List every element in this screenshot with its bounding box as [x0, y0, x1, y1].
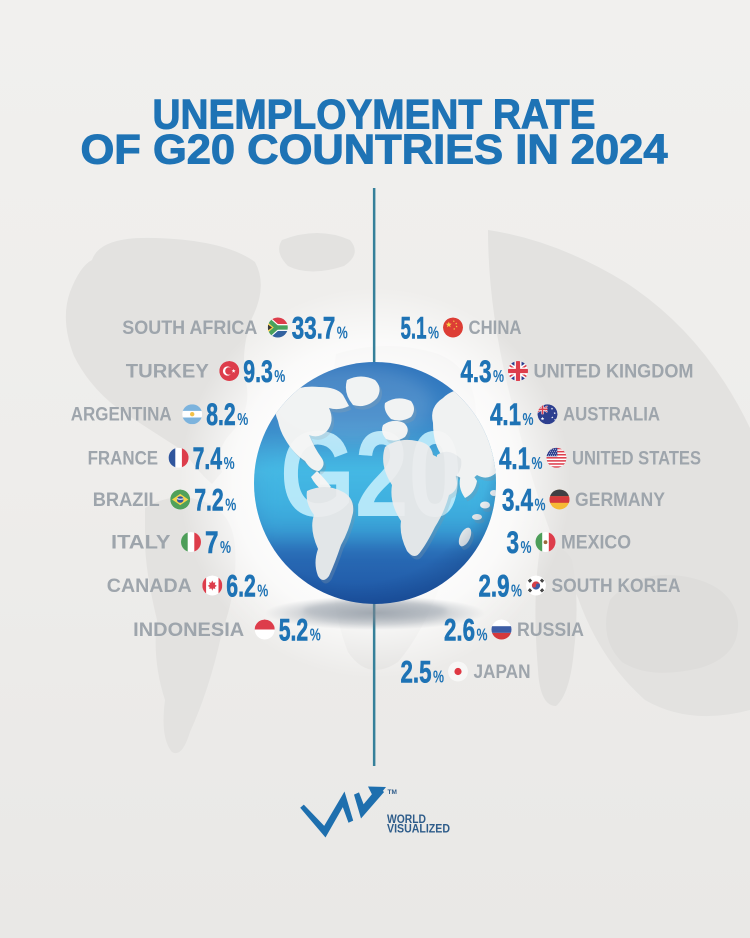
svg-text:ARGENTINA: ARGENTINA [71, 405, 172, 426]
svg-text:AUSTRALIA: AUSTRALIA [563, 405, 660, 426]
svg-text:%: % [433, 667, 444, 687]
svg-text:%: % [532, 453, 543, 473]
svg-text:FRANCE: FRANCE [88, 448, 159, 469]
svg-text:TM: TM [388, 789, 397, 796]
svg-text:2.5: 2.5 [401, 654, 432, 690]
svg-text:%: % [521, 537, 532, 557]
svg-text:3.4: 3.4 [502, 482, 533, 518]
svg-text:UNEMPLOYMENT RATE: UNEMPLOYMENT RATE [153, 91, 596, 138]
svg-text:%: % [224, 453, 235, 473]
svg-text:5.2: 5.2 [279, 612, 309, 648]
svg-text:6.2: 6.2 [226, 568, 256, 604]
svg-text:SOUTH AFRICA: SOUTH AFRICA [122, 318, 257, 339]
svg-text:BRAZIL: BRAZIL [93, 490, 160, 511]
svg-text:CHINA: CHINA [469, 318, 522, 339]
svg-text:WORLD: WORLD [387, 812, 426, 826]
svg-text:UNITED KINGDOM: UNITED KINGDOM [534, 362, 694, 383]
svg-text:SOUTH KOREA: SOUTH KOREA [552, 576, 681, 597]
svg-text:7.4: 7.4 [193, 440, 223, 476]
svg-text:5.1: 5.1 [401, 310, 427, 346]
svg-text:CANADA: CANADA [107, 576, 192, 597]
svg-text:JAPAN: JAPAN [474, 662, 531, 683]
svg-text:INDONESIA: INDONESIA [133, 620, 244, 641]
svg-text:ITALY: ITALY [111, 533, 171, 554]
svg-text:4.1: 4.1 [490, 396, 521, 432]
svg-text:%: % [493, 366, 504, 386]
svg-text:4.1: 4.1 [499, 440, 530, 476]
svg-text:%: % [310, 625, 321, 645]
svg-text:8.2: 8.2 [206, 396, 236, 432]
svg-text:%: % [511, 581, 522, 601]
svg-text:4.3: 4.3 [461, 353, 492, 389]
svg-text:%: % [274, 366, 285, 386]
svg-text:VISUALIZED: VISUALIZED [387, 822, 450, 836]
svg-text:%: % [257, 581, 268, 601]
svg-text:3: 3 [507, 524, 520, 560]
svg-text:RUSSIA: RUSSIA [517, 620, 584, 641]
svg-text:%: % [477, 625, 488, 645]
svg-text:2.9: 2.9 [479, 568, 510, 604]
svg-text:UNITED STATES: UNITED STATES [572, 448, 701, 469]
svg-text:33.7: 33.7 [292, 310, 336, 346]
svg-text:%: % [220, 537, 231, 557]
svg-text:7: 7 [205, 524, 219, 560]
svg-text:MEXICO: MEXICO [561, 533, 631, 554]
svg-text:%: % [337, 323, 348, 343]
svg-text:%: % [225, 495, 236, 515]
svg-text:OF G20 COUNTRIES IN 2024: OF G20 COUNTRIES IN 2024 [81, 126, 669, 173]
svg-text:TURKEY: TURKEY [126, 362, 209, 383]
svg-text:%: % [535, 495, 546, 515]
svg-text:2.6: 2.6 [444, 612, 475, 648]
svg-text:7.2: 7.2 [194, 482, 224, 518]
svg-text:%: % [523, 409, 534, 429]
svg-text:GERMANY: GERMANY [575, 490, 665, 511]
svg-text:%: % [428, 323, 439, 343]
svg-text:%: % [237, 409, 248, 429]
svg-text:9.3: 9.3 [243, 353, 272, 389]
